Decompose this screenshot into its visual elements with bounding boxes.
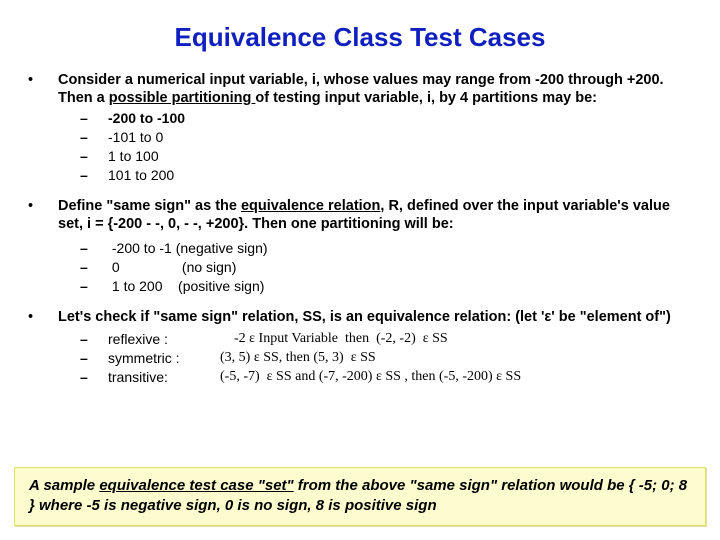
bullet-1-sub-1: –-200 to -100 [24,109,696,128]
b2s2-text: 0 (no sign) [108,258,696,277]
b1s3-text: 1 to 100 [108,147,696,166]
hl-pre: A sample [29,477,99,494]
b3s3-val: (-5, -7) ε SS and (-7, -200) ε SS , then… [220,368,696,387]
slide-title: Equivalence Class Test Cases [24,22,696,53]
bullet-1-sub-3: – 1 to 100 [24,147,696,166]
bullet-dot: • [24,197,58,233]
b1s2-text: -101 to 0 [108,128,696,147]
bullet-3-sub-3: –transitive:(-5, -7) ε SS and (-7, -200)… [24,368,696,387]
bullet-1-sub-4: – 101 to 200 [24,166,696,185]
bullet-1: • Consider a numerical input variable, i… [24,71,696,107]
b1s1-text: -200 to -100 [108,109,696,128]
b1-post: of testing input variable, i, by 4 parti… [255,90,597,106]
bullet-dot: • [24,308,58,326]
b1s4-text: 101 to 200 [108,166,696,185]
bullet-3-sub-1: –reflexive : -2 ε Input Variable then (-… [24,330,696,349]
bullet-2-text: Define "same sign" as the equivalence re… [58,197,696,233]
bullet-2-sub-1: – -200 to -1 (negative sign) [24,239,696,258]
bullet-3-text: Let's check if "same sign" relation, SS,… [58,308,696,326]
hl-underline: equivalence test case "set" [99,477,293,494]
bullet-dot: • [24,71,58,107]
bullet-1-sub-2: – -101 to 0 [24,128,696,147]
highlight-callout: A sample equivalence test case "set" fro… [14,467,706,526]
b3s2-key: symmetric : [108,349,220,368]
bullet-2-sub-3: – 1 to 200 (positive sign) [24,277,696,296]
b3s3-key: transitive: [108,368,220,387]
b2s1-text: -200 to -1 (negative sign) [108,239,696,258]
bullet-2-sub-2: – 0 (no sign) [24,258,696,277]
b3s2-val: (3, 5) ε SS, then (5, 3) ε SS [220,349,696,368]
bullet-3: • Let's check if "same sign" relation, S… [24,308,696,326]
b2-pre: Define "same sign" as the [58,198,241,214]
b1-underline: possible partitioning [109,90,256,106]
b3s1-val: -2 ε Input Variable then (-2, -2) ε SS [220,330,696,349]
bullet-1-text: Consider a numerical input variable, i, … [58,71,696,107]
b2-underline: equivalence relation [241,198,380,214]
bullet-3-sub-2: –symmetric :(3, 5) ε SS, then (5, 3) ε S… [24,349,696,368]
b3s1-key: reflexive : [108,330,220,349]
b2s3-text: 1 to 200 (positive sign) [108,277,696,296]
bullet-2: • Define "same sign" as the equivalence … [24,197,696,233]
